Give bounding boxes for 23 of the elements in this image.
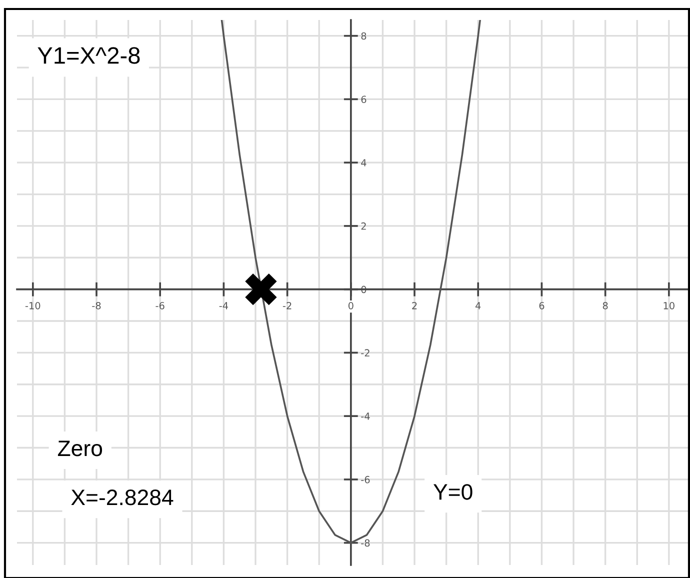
- y-tick-label: -4: [361, 412, 370, 420]
- y-tick-label: 8: [361, 32, 366, 40]
- y-tick-label: 2: [361, 222, 366, 230]
- x-tick-label: 6: [539, 302, 544, 310]
- y-tick-label: 6: [361, 96, 366, 104]
- x-tick-label: -10: [25, 302, 40, 310]
- annotation: X=-2.8284: [71, 490, 174, 506]
- y-tick-label: 4: [361, 159, 366, 166]
- x-tick-label: -2: [282, 302, 292, 310]
- annotation: Y1=X^2-8: [38, 47, 140, 64]
- x-tick-label: 8: [602, 302, 608, 310]
- x-tick-label: 10: [664, 302, 674, 310]
- y-tick-label: -6: [361, 476, 370, 484]
- x-tick-label: -6: [156, 302, 164, 310]
- x-tick-label: -4: [219, 302, 228, 310]
- x-tick-label: -8: [92, 302, 101, 310]
- y-tick-label: -8: [361, 539, 370, 547]
- y-tick-label: -2: [361, 349, 370, 356]
- annotation: Y=0: [434, 484, 472, 500]
- x-tick-label: 0: [348, 302, 354, 310]
- annotation: Zero: [58, 440, 102, 456]
- x-tick-label: 2: [412, 302, 417, 310]
- x-tick-label: 4: [475, 302, 481, 310]
